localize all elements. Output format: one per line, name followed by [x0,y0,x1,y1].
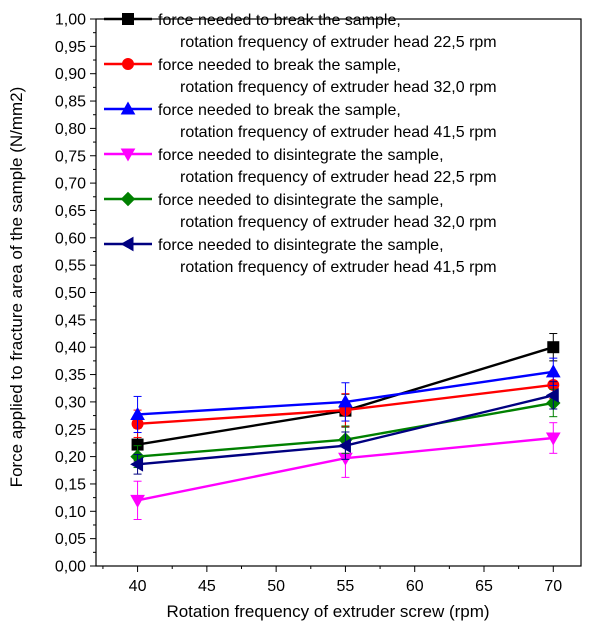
y-tick-label: 0,00 [55,559,86,576]
triangle-down-marker [545,432,561,446]
y-tick-label: 0,35 [55,367,86,384]
diamond-marker [120,191,136,207]
y-tick-label: 0,30 [55,394,86,411]
series-lines [130,333,561,521]
y-tick-label: 0,50 [55,285,86,302]
triangle-up-marker [338,394,353,408]
x-tick-label: 40 [129,578,147,595]
triangle-up-marker [130,406,145,420]
y-tick-label: 0,45 [55,312,86,329]
triangle-up-marker [545,364,561,378]
y-tick-label: 0,95 [55,39,86,56]
legend-label-detail: rotation frequency of extruder head 22,5… [180,34,497,51]
square-marker [122,13,134,25]
legend-entry-2: force needed to break the sample, rotatio… [104,57,497,96]
x-tick-label: 70 [544,578,562,595]
legend-label-detail: rotation frequency of extruder head 41,5… [180,259,497,276]
y-tick-label: 0,60 [55,230,86,247]
x-tick-label: 45 [198,578,216,595]
legend-label: force needed to disintegrate the sample, [158,147,444,164]
triangle-up-marker [120,101,136,115]
triangle-left-marker [120,236,134,252]
circle-marker [122,58,134,70]
y-tick-label: 0,90 [55,66,86,83]
legend-entry-5: force needed to disintegrate the sample,… [104,191,497,231]
legend-label: force needed to disintegrate the sample, [158,237,444,254]
legend-entry-6: force needed to disintegrate the sample,… [104,236,497,276]
y-tick-label: 0,20 [55,449,86,466]
legend-label: force needed to disintegrate the sample, [158,192,444,209]
legend-entry-4: force needed to disintegrate the sample,… [104,147,497,186]
triangle-down-marker [120,148,136,162]
y-tick-label: 0,85 [55,94,86,111]
legend-entry-1: force needed to break the sample, rotatio… [104,12,497,51]
triangle-left-marker [130,456,144,472]
triangle-left-marker [337,438,351,454]
x-tick-label: 55 [337,578,355,595]
y-tick-label: 1,00 [55,12,86,29]
y-tick-label: 0,80 [55,121,86,138]
y-tick-label: 0,70 [55,176,86,193]
x-tick-label: 50 [267,578,285,595]
series-3 [130,357,561,434]
legend-label: force needed to break the sample, [158,12,401,29]
y-tick-label: 0,75 [55,148,86,165]
x-tick-label: 65 [475,578,493,595]
legend-entry-3: force needed to break the sample, rotatio… [104,101,497,141]
y-tick-label: 0,25 [55,422,86,439]
legend-label: force needed to break the sample, [158,102,401,119]
y-tick-label: 0,55 [55,258,86,275]
triangle-down-marker [130,494,145,508]
legend: force needed to break the sample, rotatio… [104,12,497,276]
y-tick-label: 0,40 [55,340,86,357]
legend-label-detail: rotation frequency of extruder head 22,5… [180,169,497,186]
legend-label: force needed to break the sample, [158,57,401,74]
x-axis-label: Rotation frequency of extruder screw (rp… [166,602,489,621]
y-tick-label: 0,05 [55,531,86,548]
legend-label-detail: rotation frequency of extruder head 41,5… [180,124,497,141]
x-tick-label: 60 [406,578,424,595]
series-6 [130,381,559,475]
y-tick-label: 0,65 [55,203,86,220]
triangle-left-marker [545,387,559,403]
legend-label-detail: rotation frequency of extruder head 32,0… [180,214,497,231]
square-marker [547,341,560,354]
y-axis-label: Force applied to fracture area of the sa… [7,87,26,488]
legend-label-detail: rotation frequency of extruder head 32,0… [180,79,497,96]
axes: 0,00 0,05 0,10 0,15 0,20 0,25 0,30 0,35 0,40 0,45… [55,12,582,595]
y-tick-label: 0,10 [55,504,86,521]
y-tick-label: 0,15 [55,476,86,493]
